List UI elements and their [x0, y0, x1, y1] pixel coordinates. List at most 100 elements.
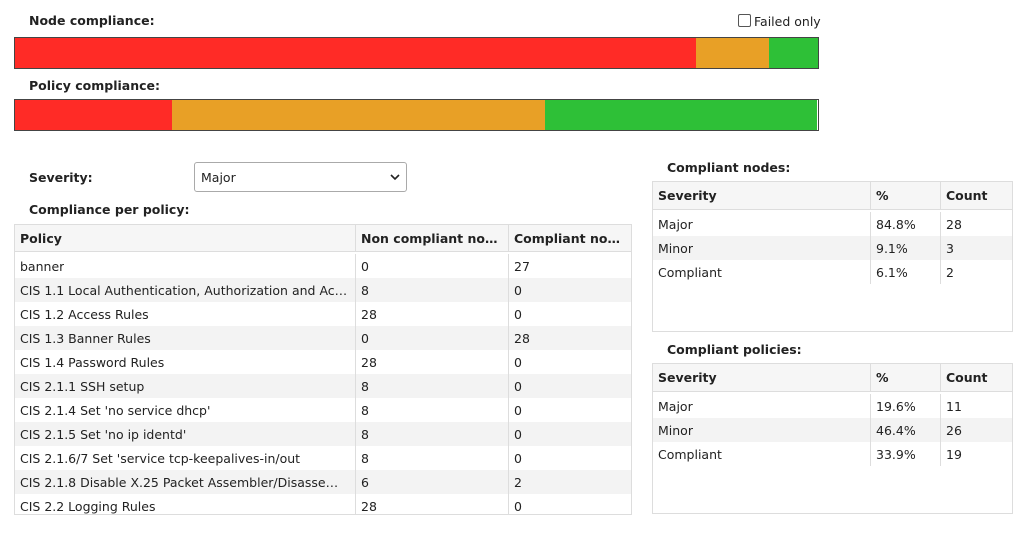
- cell-text: 0: [514, 426, 522, 442]
- cell-text: 26: [946, 422, 962, 438]
- cell-text: CIS 2.1.4 Set 'no service dhcp': [20, 402, 211, 418]
- table-cell: Compliant: [653, 260, 870, 284]
- label: Compliance per policy:: [29, 202, 190, 217]
- table-cell: 28: [355, 350, 508, 374]
- table-cell: CIS 1.4 Password Rules: [15, 350, 355, 374]
- cell-text: 0: [514, 282, 522, 298]
- table-cell: 11: [940, 394, 1012, 418]
- table-cell: 0: [508, 446, 631, 470]
- cell-text: Minor: [658, 422, 693, 438]
- header-text: %: [876, 370, 889, 385]
- label: Node compliance:: [29, 13, 155, 28]
- cell-text: CIS 1.1 Local Authentication, Authorizat…: [20, 282, 350, 298]
- label: Severity:: [29, 170, 93, 185]
- cell-text: 27: [514, 258, 530, 274]
- table-row: CIS 1.4 Password Rules 28 0: [15, 350, 631, 374]
- cell-text: 8: [361, 402, 369, 418]
- header-text: Count: [946, 188, 988, 203]
- cell-text: 0: [514, 402, 522, 418]
- checkbox[interactable]: [738, 14, 751, 27]
- cell-text: 28: [514, 330, 530, 346]
- header-text: Non compliant nodes: [361, 230, 503, 246]
- cell-text: 0: [514, 378, 522, 394]
- bar-segment: [172, 100, 545, 130]
- table-cell: 0: [508, 278, 631, 302]
- cell-text: 3: [946, 240, 954, 256]
- table-row: CIS 1.2 Access Rules 28 0: [15, 302, 631, 326]
- table-cell: Minor: [653, 236, 870, 260]
- label: Compliant policies:: [667, 342, 802, 357]
- cell-text: Compliant: [658, 264, 722, 280]
- table-cell: 28: [940, 212, 1012, 236]
- cell-text: 6.1%: [876, 264, 908, 280]
- table-cell: CIS 2.1.5 Set 'no ip identd': [15, 422, 355, 446]
- header-cell: Count: [940, 182, 1012, 209]
- cell-text: 19.6%: [876, 398, 916, 414]
- table-row: CIS 1.3 Banner Rules 0 28: [15, 326, 631, 350]
- cell-text: Major: [658, 216, 693, 232]
- table-row: Compliant 6.1% 2: [653, 260, 1012, 284]
- table-cell: CIS 2.2 Logging Rules: [15, 494, 355, 514]
- label: Compliant nodes:: [667, 160, 791, 175]
- table-row: CIS 2.1.8 Disable X.25 Packet Assembler/…: [15, 470, 631, 494]
- table-cell: 33.9%: [870, 442, 940, 466]
- cell-text: Compliant: [658, 446, 722, 462]
- cell-text: 8: [361, 282, 369, 298]
- header-text: Policy: [20, 230, 62, 246]
- table-header: Policy Non compliant nodes Compliant nodes: [15, 225, 631, 252]
- table-cell: 28: [355, 302, 508, 326]
- table-cell: CIS 2.1.6/7 Set 'service tcp-keepalives-…: [15, 446, 355, 470]
- table-row: CIS 2.1.5 Set 'no ip identd' 8 0: [15, 422, 631, 446]
- select-value: Major: [201, 169, 236, 185]
- checkbox-label[interactable]: Failed only: [754, 14, 821, 29]
- header-text: Severity: [658, 370, 717, 385]
- table-cell: CIS 2.1.4 Set 'no service dhcp': [15, 398, 355, 422]
- table-cell: 2: [940, 260, 1012, 284]
- cell-text: 33.9%: [876, 446, 916, 462]
- table-cell: 84.8%: [870, 212, 940, 236]
- cell-text: 84.8%: [876, 216, 916, 232]
- cell-text: 28: [361, 498, 377, 514]
- header-cell: Non compliant nodes: [355, 225, 508, 251]
- table-row: CIS 2.1.1 SSH setup 8 0: [15, 374, 631, 398]
- table-row: Major 84.8% 28: [653, 212, 1012, 236]
- cell-text: CIS 2.1.1 SSH setup: [20, 378, 145, 394]
- cell-text: 11: [946, 398, 962, 414]
- severity-select[interactable]: Major: [194, 162, 407, 192]
- cell-text: 8: [361, 378, 369, 394]
- cell-text: 2: [514, 474, 522, 490]
- table-cell: 19.6%: [870, 394, 940, 418]
- table-row: Minor 9.1% 3: [653, 236, 1012, 260]
- table-cell: 0: [508, 422, 631, 446]
- cell-text: Major: [658, 398, 693, 414]
- header-text: Count: [946, 370, 988, 385]
- cell-text: 0: [514, 450, 522, 466]
- cell-text: 19: [946, 446, 962, 462]
- bar-segment: [15, 38, 696, 68]
- table: Severity% Count Major 84.8% 28 Minor 9.1% 3 Comp…: [652, 181, 1013, 332]
- table-cell: 0: [508, 374, 631, 398]
- table-cell: banner: [15, 254, 355, 278]
- table-cell: 9.1%: [870, 236, 940, 260]
- cell-text: 8: [361, 426, 369, 442]
- cell-text: CIS 1.3 Banner Rules: [20, 330, 151, 346]
- table-cell: 3: [940, 236, 1012, 260]
- cell-text: CIS 2.1.5 Set 'no ip identd': [20, 426, 187, 442]
- table-cell: 0: [355, 326, 508, 350]
- table-row: Minor 46.4% 26: [653, 418, 1012, 442]
- compliance-bar: [14, 99, 819, 131]
- header-cell: Policy: [15, 225, 355, 251]
- cell-text: 46.4%: [876, 422, 916, 438]
- table-cell: 28: [355, 494, 508, 514]
- table-cell: 28: [508, 326, 631, 350]
- label: Policy compliance:: [29, 78, 160, 93]
- cell-text: 0: [514, 498, 522, 514]
- cell-text: CIS 1.4 Password Rules: [20, 354, 165, 370]
- table-cell: 0: [508, 494, 631, 514]
- header-text: Compliant nodes: [514, 230, 626, 246]
- table-row: Major 19.6% 11: [653, 394, 1012, 418]
- header-text: %: [876, 188, 889, 203]
- table-cell: 8: [355, 278, 508, 302]
- table: Policy Non compliant nodes Compliant nodes…: [14, 224, 632, 515]
- table-cell: 6: [355, 470, 508, 494]
